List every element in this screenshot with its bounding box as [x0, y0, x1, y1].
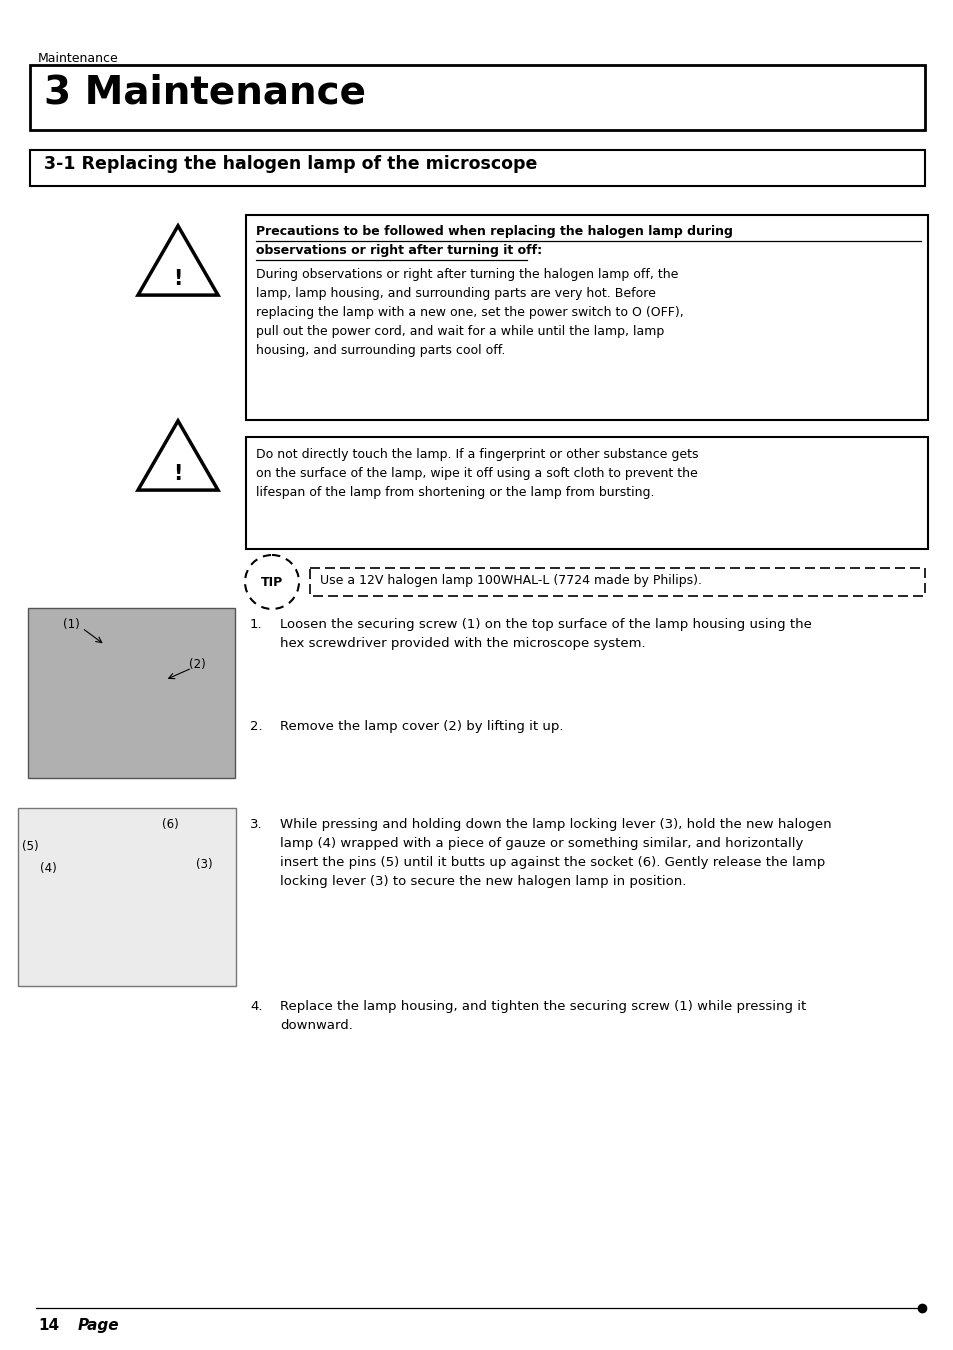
Text: 14: 14	[38, 1318, 59, 1332]
Text: 3.: 3.	[250, 818, 262, 832]
Text: 2.: 2.	[250, 720, 262, 733]
Text: 3-1 Replacing the halogen lamp of the microscope: 3-1 Replacing the halogen lamp of the mi…	[44, 155, 537, 173]
Text: Precautions to be followed when replacing the halogen lamp during: Precautions to be followed when replacin…	[255, 225, 732, 238]
Text: hex screwdriver provided with the microscope system.: hex screwdriver provided with the micros…	[280, 637, 645, 649]
Text: !: !	[173, 464, 182, 485]
Text: While pressing and holding down the lamp locking lever (3), hold the new halogen: While pressing and holding down the lamp…	[280, 818, 831, 832]
Text: Do not directly touch the lamp. If a fingerprint or other substance gets: Do not directly touch the lamp. If a fin…	[255, 448, 698, 460]
Text: Replace the lamp housing, and tighten the securing screw (1) while pressing it: Replace the lamp housing, and tighten th…	[280, 1000, 805, 1012]
Text: housing, and surrounding parts cool off.: housing, and surrounding parts cool off.	[255, 344, 505, 356]
Text: Page: Page	[78, 1318, 119, 1332]
Text: (4): (4)	[40, 863, 56, 875]
Text: (1): (1)	[63, 618, 80, 630]
Text: Maintenance: Maintenance	[38, 53, 118, 65]
Text: observations or right after turning it off:: observations or right after turning it o…	[255, 244, 541, 256]
Text: 1.: 1.	[250, 618, 262, 630]
Polygon shape	[138, 421, 218, 490]
Text: Loosen the securing screw (1) on the top surface of the lamp housing using the: Loosen the securing screw (1) on the top…	[280, 618, 811, 630]
Text: !: !	[173, 269, 182, 289]
Text: lamp, lamp housing, and surrounding parts are very hot. Before: lamp, lamp housing, and surrounding part…	[255, 288, 656, 300]
Text: downward.: downward.	[280, 1019, 353, 1031]
Text: Remove the lamp cover (2) by lifting it up.: Remove the lamp cover (2) by lifting it …	[280, 720, 563, 733]
Text: on the surface of the lamp, wipe it off using a soft cloth to prevent the: on the surface of the lamp, wipe it off …	[255, 467, 697, 481]
Text: locking lever (3) to secure the new halogen lamp in position.: locking lever (3) to secure the new halo…	[280, 875, 685, 888]
Polygon shape	[138, 225, 218, 296]
Text: During observations or right after turning the halogen lamp off, the: During observations or right after turni…	[255, 269, 678, 281]
Text: lifespan of the lamp from shortening or the lamp from bursting.: lifespan of the lamp from shortening or …	[255, 486, 654, 500]
Text: TIP: TIP	[260, 575, 283, 589]
Text: (6): (6)	[162, 818, 178, 832]
FancyBboxPatch shape	[18, 809, 235, 986]
Text: replacing the lamp with a new one, set the power switch to O (OFF),: replacing the lamp with a new one, set t…	[255, 306, 683, 319]
Text: Use a 12V halogen lamp 100WHAL-L (7724 made by Philips).: Use a 12V halogen lamp 100WHAL-L (7724 m…	[319, 574, 701, 587]
Text: pull out the power cord, and wait for a while until the lamp, lamp: pull out the power cord, and wait for a …	[255, 325, 663, 338]
Text: (2): (2)	[189, 657, 206, 671]
Text: (3): (3)	[195, 859, 213, 871]
Text: 4.: 4.	[250, 1000, 262, 1012]
Text: 3 Maintenance: 3 Maintenance	[44, 73, 366, 111]
Text: (5): (5)	[22, 840, 38, 853]
Text: lamp (4) wrapped with a piece of gauze or something similar, and horizontally: lamp (4) wrapped with a piece of gauze o…	[280, 837, 802, 850]
Text: insert the pins (5) until it butts up against the socket (6). Gently release the: insert the pins (5) until it butts up ag…	[280, 856, 824, 869]
FancyBboxPatch shape	[28, 608, 234, 778]
